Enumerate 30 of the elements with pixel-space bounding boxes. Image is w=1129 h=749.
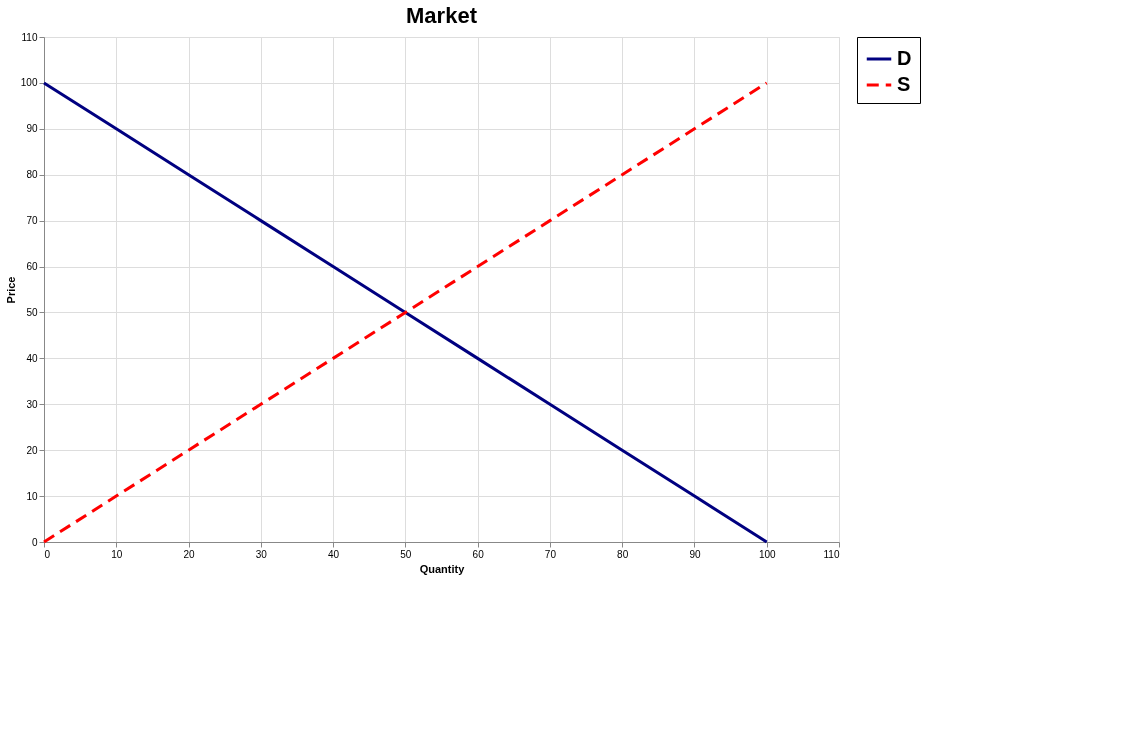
x-tick-label: 110 [823, 548, 840, 560]
x-tick-label: 90 [689, 548, 701, 560]
x-tick-label: 50 [400, 548, 412, 560]
x-tick-label: 40 [328, 548, 340, 560]
x-axis-title: Quantity [419, 562, 466, 575]
y-tick-label: 50 [26, 306, 38, 318]
x-tick-label: 60 [472, 548, 485, 560]
legend-label: D [897, 47, 912, 69]
x-tick-label: 0 [44, 548, 51, 560]
legend-label: S [897, 73, 911, 95]
x-tick-label: 80 [617, 548, 629, 560]
x-tick-label: 20 [183, 548, 196, 560]
y-tick-label: 30 [26, 398, 38, 410]
chart-title: Market [406, 3, 478, 28]
y-tick-label: 20 [26, 444, 38, 456]
y-axis-title: Price [4, 276, 17, 304]
x-tick-label: 10 [111, 548, 123, 560]
y-tick-label: 80 [26, 169, 38, 181]
y-tick-label: 70 [26, 215, 38, 227]
y-tick-label: 0 [31, 536, 38, 548]
y-tick-label: 10 [26, 490, 38, 502]
x-tick-label: 70 [544, 548, 557, 560]
line-series [42, 81, 769, 544]
y-tick-label: 100 [20, 77, 38, 89]
x-tick-label: 100 [758, 548, 777, 560]
y-tick-label: 40 [26, 352, 38, 364]
y-tick-label: 90 [26, 123, 38, 135]
y-tick-label: 110 [21, 31, 38, 43]
x-tick-label: 30 [255, 548, 268, 560]
y-tick-label: 60 [26, 261, 38, 273]
